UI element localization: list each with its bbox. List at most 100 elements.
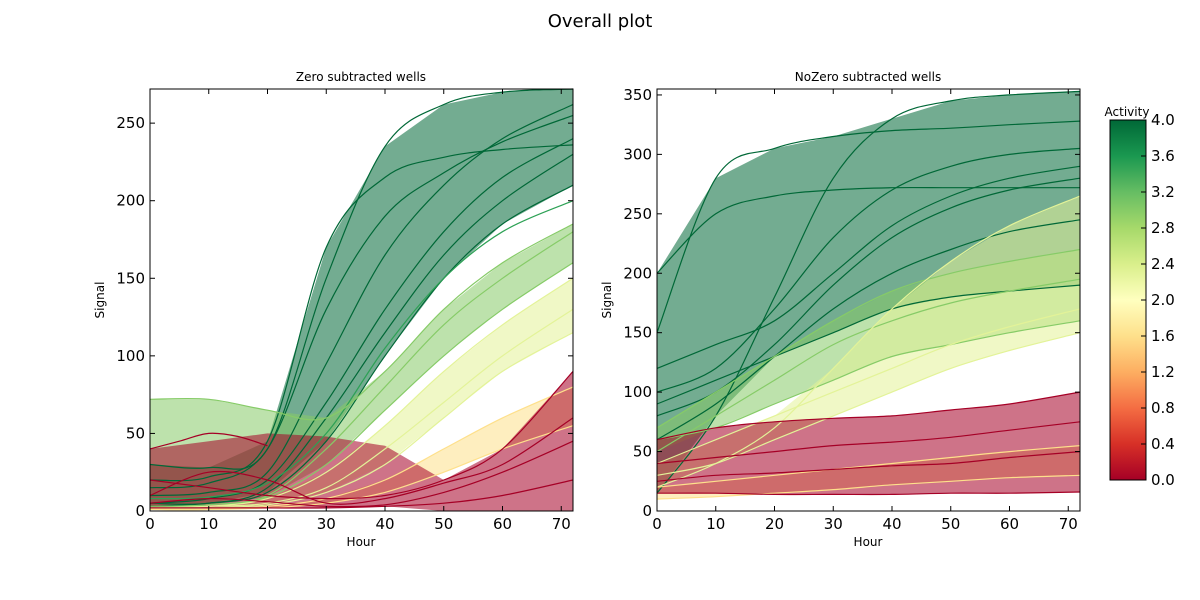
y-tick-label: 0 [135, 502, 145, 520]
series-line [656, 391, 1081, 441]
x-tick-label: 0 [145, 515, 155, 533]
series-line [149, 370, 574, 500]
series-line [656, 248, 1081, 429]
series-line [656, 120, 1081, 333]
series-line [149, 308, 574, 509]
colorbar-label: Activity [1105, 105, 1150, 119]
figure-title: Overall plot [548, 11, 653, 32]
x-tick-label: 70 [1059, 515, 1078, 533]
series-line [149, 262, 574, 507]
right-plot-frame [656, 88, 1081, 512]
right-x-axis-label: Hour [854, 535, 883, 549]
right-panel: NoZero subtracted wells 0 10 20 30 40 50 60 70 … [600, 70, 1081, 549]
y-tick-label: 150 [623, 324, 652, 342]
y-tick-label: 150 [116, 269, 145, 287]
left-y-ticks: 0 50 100 150 200 250 [116, 114, 573, 520]
activity-band [657, 91, 1080, 494]
activity-band [657, 196, 1080, 488]
colorbar-tick-label: 4.0 [1151, 111, 1175, 129]
x-tick-label: 0 [652, 515, 662, 533]
colorbar-tick-label: 2.8 [1151, 219, 1175, 237]
series-line [656, 421, 1081, 465]
series-line [149, 432, 268, 450]
x-tick-label: 10 [199, 515, 218, 533]
activity-band [150, 89, 573, 507]
series-line [656, 320, 1081, 441]
x-tick-label: 50 [434, 515, 453, 533]
activity-band [150, 371, 573, 511]
left-series-lines [149, 88, 574, 511]
x-tick-label: 30 [824, 515, 843, 533]
y-tick-label: 250 [623, 205, 652, 223]
x-tick-label: 60 [1000, 515, 1019, 533]
y-tick-label: 200 [116, 192, 145, 210]
x-tick-label: 50 [941, 515, 960, 533]
right-y-axis-label: Signal [600, 282, 614, 319]
x-tick-label: 70 [552, 515, 571, 533]
y-tick-label: 200 [623, 264, 652, 282]
series-line [149, 440, 574, 508]
series-line [656, 165, 1081, 369]
series-line [149, 138, 574, 504]
series-line [656, 474, 1081, 500]
left-y-axis-label: Signal [93, 282, 107, 319]
left-x-ticks: 0 10 20 30 40 50 60 70 [145, 89, 571, 533]
series-line [149, 114, 574, 489]
x-tick-label: 20 [258, 515, 277, 533]
colorbar: Activity 0.0 0.4 0.8 1.2 1.6 2.0 2.4 2.8 3.2 3.6 4… [1105, 105, 1175, 489]
y-tick-label: 100 [623, 383, 652, 401]
series-line [656, 308, 1081, 465]
series-line [656, 491, 1081, 496]
left-plot-frame [149, 88, 574, 512]
series-line [149, 417, 574, 505]
y-tick-label: 50 [633, 443, 652, 461]
series-line [656, 186, 1080, 274]
colorbar-tick-label: 2.4 [1151, 255, 1175, 273]
series-line [149, 144, 574, 482]
left-density-bands [150, 89, 573, 511]
series-line [150, 479, 574, 509]
colorbar-tick-label: 3.6 [1151, 147, 1175, 165]
colorbar-tick-label: 0.8 [1151, 399, 1175, 417]
series-line [656, 332, 1081, 476]
series-line [149, 88, 574, 470]
series-line [656, 90, 1081, 494]
left-panel: Zero subtracted wells 0 10 20 30 40 50 60 70 0 5… [93, 70, 574, 549]
activity-band [150, 386, 573, 510]
series-line [149, 184, 574, 507]
x-tick-label: 20 [765, 515, 784, 533]
series-line [149, 200, 574, 500]
right-series-lines [656, 90, 1081, 500]
y-tick-label: 350 [623, 86, 652, 104]
y-tick-label: 0 [642, 502, 652, 520]
right-y-ticks: 0 50 100 150 200 250 300 350 [623, 86, 1080, 520]
x-tick-label: 40 [882, 515, 901, 533]
y-tick-label: 50 [126, 424, 145, 442]
y-tick-label: 100 [116, 347, 145, 365]
series-line [656, 278, 1081, 453]
right-panel-title: NoZero subtracted wells [795, 70, 941, 84]
colorbar-gradient [1109, 119, 1147, 481]
series-line [656, 451, 1081, 482]
series-line [656, 147, 1081, 393]
y-tick-label: 250 [116, 114, 145, 132]
y-tick-label: 300 [623, 145, 652, 163]
colorbar-tick-label: 1.6 [1151, 327, 1175, 345]
colorbar-tick-label: 0.0 [1151, 471, 1175, 489]
series-line [656, 219, 1081, 441]
x-tick-label: 10 [706, 515, 725, 533]
colorbar-ticks: 0.0 0.4 0.8 1.2 1.6 2.0 2.4 2.8 3.2 3.6 4.0 [1141, 111, 1175, 489]
right-x-ticks: 0 10 20 30 40 50 60 70 [652, 89, 1078, 533]
colorbar-tick-label: 1.2 [1151, 363, 1175, 381]
colorbar-tick-label: 3.2 [1151, 183, 1175, 201]
colorbar-tick-label: 0.4 [1151, 435, 1175, 453]
colorbar-tick-label: 2.0 [1151, 291, 1175, 309]
series-line [656, 445, 1081, 488]
x-tick-label: 60 [493, 515, 512, 533]
left-x-axis-label: Hour [347, 535, 376, 549]
x-tick-label: 30 [317, 515, 336, 533]
x-tick-label: 40 [375, 515, 394, 533]
right-density-bands [657, 91, 1080, 500]
